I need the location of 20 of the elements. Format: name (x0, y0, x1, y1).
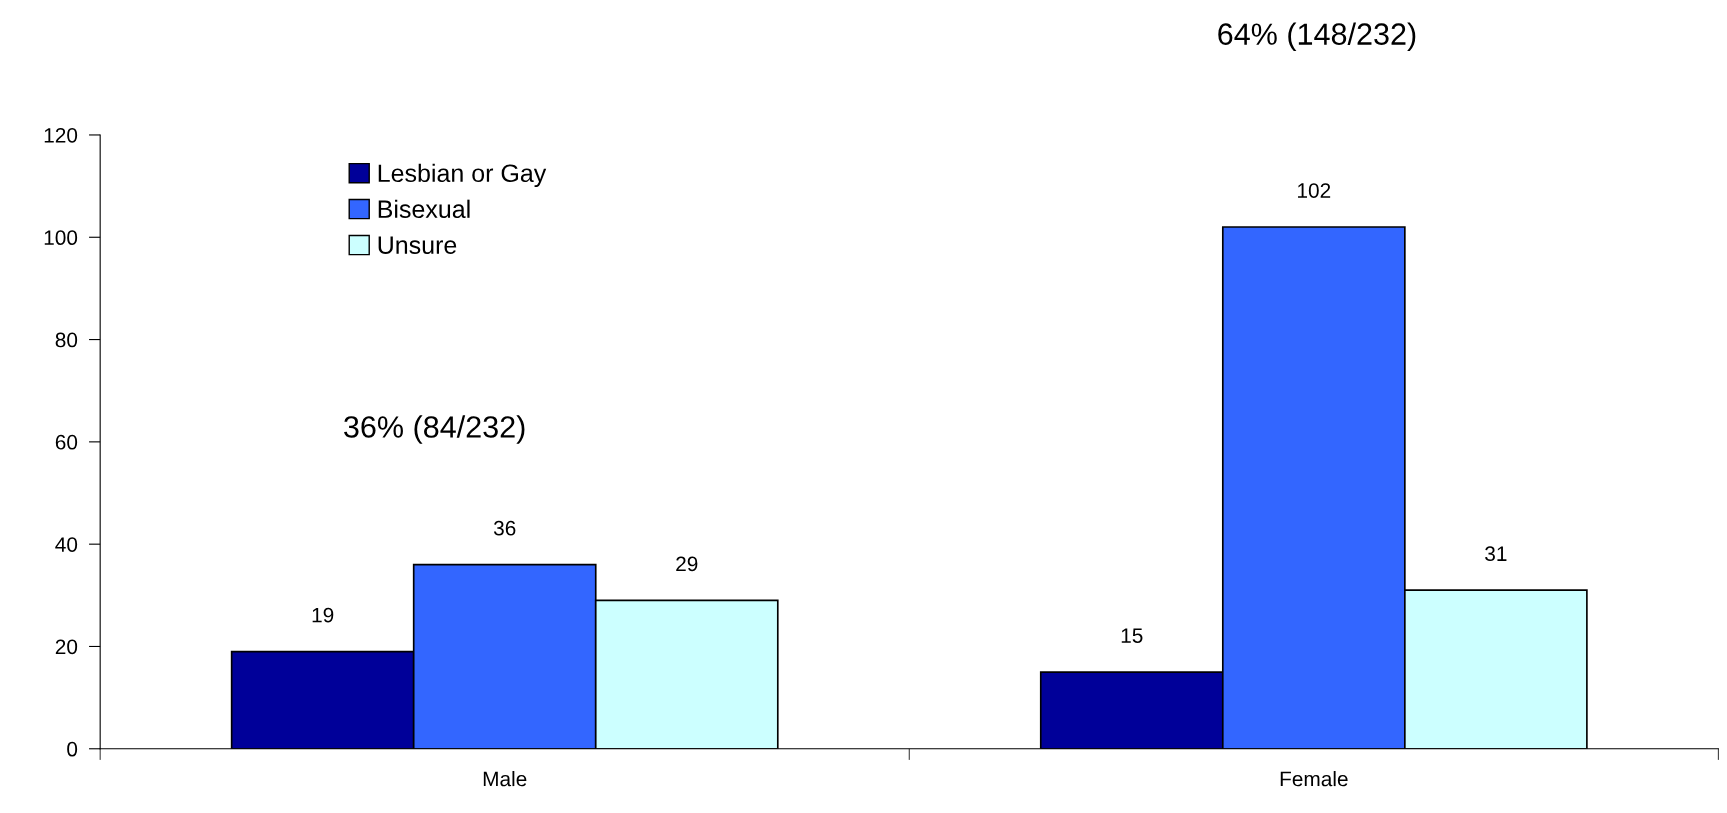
legend-label: Bisexual (378, 199, 470, 219)
data-label: 102 (1298, 183, 1331, 198)
y-tick-label: 0 (67, 741, 78, 757)
data-label: 15 (1121, 628, 1143, 643)
y-tick-label: 40 (55, 537, 78, 552)
x-tick-label: Female (1280, 771, 1348, 787)
legend-label: Lesbian or Gay (378, 163, 547, 188)
y-tick-label: 100 (44, 230, 78, 246)
data-label: 31 (1485, 546, 1507, 562)
data-label: 19 (312, 607, 334, 623)
y-tick-label: 80 (55, 332, 78, 348)
y-tick-label: 60 (55, 434, 78, 450)
text: 64% (148/232) (1218, 22, 1416, 51)
x-tick-label: Male (483, 771, 527, 787)
y-tick-label: 20 (55, 639, 78, 655)
annotation: 36% (84/232) (344, 415, 525, 444)
data-label: 29 (676, 556, 698, 572)
y-tick-label: 120 (44, 127, 78, 143)
legend-label: Unsure (378, 236, 457, 254)
data-label: 36 (493, 520, 516, 536)
